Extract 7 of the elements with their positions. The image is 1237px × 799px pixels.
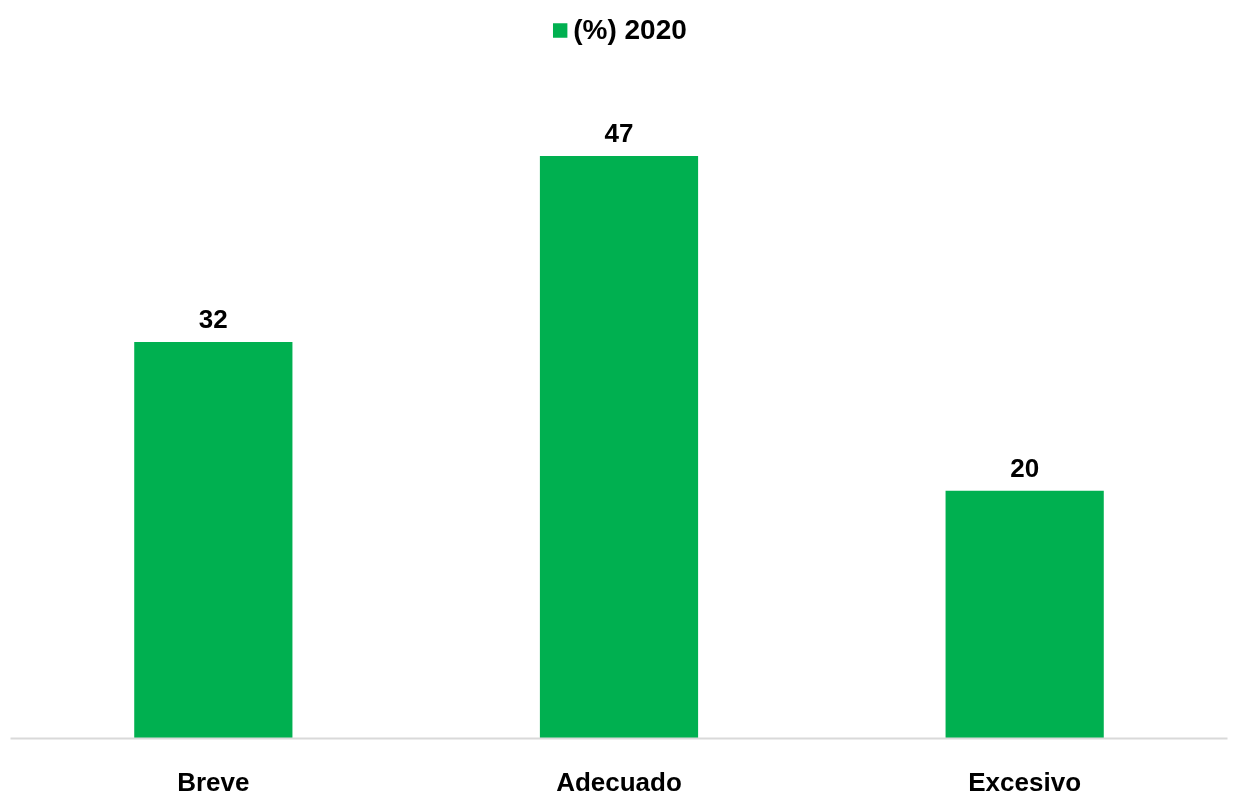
data-label: 32 [198,303,228,334]
x-tick-label: Excesivo [968,766,1082,797]
x-tick-label: Adecuado [556,766,682,797]
x-tick-label: Breve [177,766,250,797]
data-label: 47 [604,118,634,149]
legend-label: (%) 2020 [573,14,687,46]
data-label: 20 [1010,452,1040,483]
